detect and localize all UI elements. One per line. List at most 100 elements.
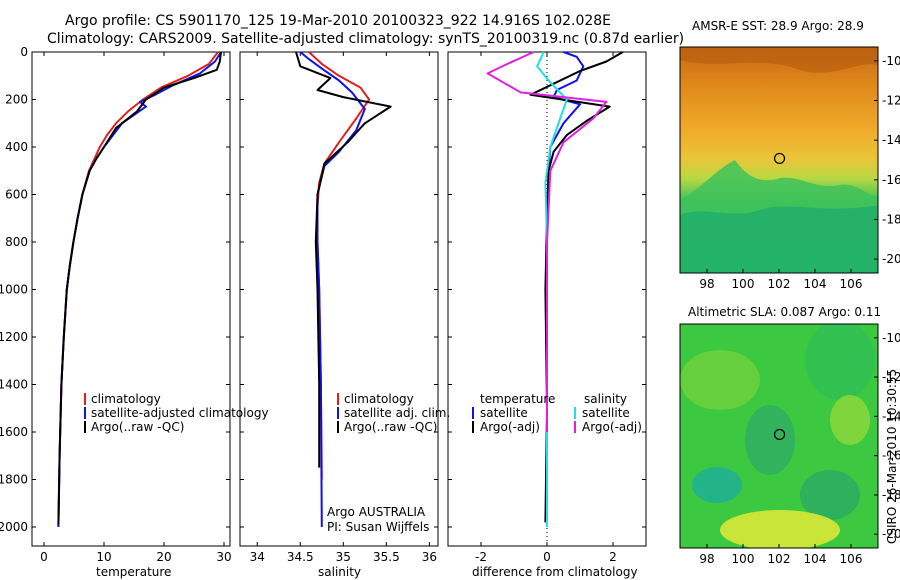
map-x-tick-label: 102 xyxy=(768,552,791,566)
map-y-tick-label: -20 xyxy=(882,527,900,541)
argo-position-circle xyxy=(773,428,786,441)
salinity-panel: 34 34.5 35 35.5 36 salinity climatology sate… xyxy=(239,51,450,579)
x-tick-label: 10 xyxy=(96,550,111,564)
difference-legend: temperature salinity satellite Argo(-adj… xyxy=(472,392,642,434)
temperature-axes xyxy=(31,51,231,547)
x-tick-label: 35.5 xyxy=(373,550,400,564)
x-tick-label: 0 xyxy=(543,550,551,564)
sla-map-title: Altimetric SLA: 0.087 Argo: 0.11 xyxy=(688,305,881,319)
x-tick-label: 36 xyxy=(422,550,437,564)
map-x-tick-label: 102 xyxy=(768,277,791,291)
title-line-2: Climatology: CARS2009. Satellite-adjuste… xyxy=(47,31,684,47)
y-tick-label: 1400 xyxy=(0,378,28,392)
difference-xlabel: difference from climatology xyxy=(472,565,638,579)
legend-title-salinity: salinity xyxy=(584,392,627,406)
y-tick-label: 1600 xyxy=(0,425,28,439)
series-line-salinity-satellite xyxy=(536,51,568,527)
map-y-tick-label: -12 xyxy=(882,94,900,108)
x-tick-label: 34.5 xyxy=(287,550,314,564)
sst-argo-marker xyxy=(773,152,786,165)
map-x-tick-label: 104 xyxy=(804,552,827,566)
series-line-satellite-adj-clim- xyxy=(299,51,366,528)
difference-panel: -2 0 2 difference from climatology tempera… xyxy=(447,51,647,579)
sst-map-title: AMSR-E SST: 28.9 Argo: 28.9 xyxy=(692,19,864,33)
annotation-institution: Argo AUSTRALIA xyxy=(327,505,426,519)
y-tick-label: 1000 xyxy=(0,283,28,297)
y-tick-label: 2000 xyxy=(0,520,28,534)
salinity-legend: climatology satellite adj. clim. Argo(..… xyxy=(337,392,450,434)
sla-blob xyxy=(830,395,870,445)
legend-label-sal-satellite: satellite xyxy=(582,406,630,420)
map-x-tick-label: 100 xyxy=(732,552,755,566)
y-tick-label: 200 xyxy=(5,93,28,107)
map-y-tick-label: -18 xyxy=(882,212,900,226)
sla-heatmap xyxy=(680,324,878,548)
map-x-tick-label: 98 xyxy=(699,277,714,291)
map-x-tick-label: 100 xyxy=(732,277,755,291)
sla-blob xyxy=(805,324,875,400)
series-line-temperature-argo-adj- xyxy=(529,51,624,523)
x-tick-label: -2 xyxy=(475,550,487,564)
x-tick-label: 35 xyxy=(336,550,351,564)
map-y-tick-label: -16 xyxy=(882,449,900,463)
series-line-satellite-adjusted-climatology xyxy=(57,51,222,528)
map-y-tick-label: -14 xyxy=(882,409,900,423)
legend-label-argo: Argo(..raw -QC) xyxy=(91,420,184,434)
map-y-tick-label: -20 xyxy=(882,252,900,266)
temperature-panel: 0 10 20 30 0 200 400 600 800 1000 1200 1400 1600 1800… xyxy=(0,45,269,579)
x-tick-label: 30 xyxy=(216,550,231,564)
sst-cool-region xyxy=(680,205,878,273)
map-y-tick-label: -10 xyxy=(882,331,900,345)
map-y-tick-label: -14 xyxy=(882,133,900,147)
sst-map-panel: AMSR-E SST: 28.9 Argo: 28.9 98 100 102 104 1… xyxy=(679,19,900,291)
salinity-axes xyxy=(239,51,439,547)
legend-label-temp-satellite: satellite xyxy=(480,406,528,420)
map-x-tick-label: 106 xyxy=(840,552,863,566)
sst-hot-band xyxy=(680,47,878,73)
sla-map-ticks: 98 100 102 104 106 -10 -12 -14 -16 -18 -20 xyxy=(699,331,900,566)
legend-label-argo: Argo(..raw -QC) xyxy=(344,420,437,434)
legend-label-sal-argo: Argo(-adj) xyxy=(582,420,642,434)
series-line-temperature-satellite xyxy=(546,51,585,527)
salinity-xlabel: salinity xyxy=(318,565,361,579)
sla-blob xyxy=(720,510,840,548)
map-y-tick-label: -12 xyxy=(882,370,900,384)
difference-plot-area: -2 0 2 xyxy=(448,51,646,564)
legend-label-climatology: climatology xyxy=(344,392,414,406)
sst-heatmap xyxy=(680,47,878,273)
title-line-1: Argo profile: CS 5901170_125 19-Mar-2010… xyxy=(65,13,611,29)
legend-label-temp-argo: Argo(-adj) xyxy=(480,420,540,434)
legend-label-satellite: satellite-adjusted climatology xyxy=(91,406,269,420)
sla-blob xyxy=(745,405,795,475)
y-tick-label: 600 xyxy=(5,188,28,202)
map-y-tick-label: -16 xyxy=(882,173,900,187)
x-tick-label: 34 xyxy=(250,550,265,564)
x-tick-label: 2 xyxy=(609,550,617,564)
sla-blob xyxy=(680,350,760,410)
map-x-tick-label: 104 xyxy=(804,277,827,291)
side-timestamp-label: CSIRO 26-Mar-2010 10:30:55 xyxy=(885,369,899,544)
map-y-tick-label: -18 xyxy=(882,488,900,502)
y-tick-label: 1800 xyxy=(0,473,28,487)
map-y-tick-label: -10 xyxy=(882,54,900,68)
temperature-plot-area: 0 10 20 30 0 200 400 600 800 1000 1200 1400 1600 1800… xyxy=(0,45,232,564)
map-x-tick-label: 106 xyxy=(840,277,863,291)
temperature-xlabel: temperature xyxy=(96,565,171,579)
sst-map-ticks: 98 100 102 104 106 -10 -12 -14 -16 -18 -20 xyxy=(699,54,900,291)
series-line-argo-raw-qc- xyxy=(295,51,392,468)
series-line-argo-raw-qc- xyxy=(57,51,222,525)
salinity-plot-area: 34 34.5 35 35.5 36 xyxy=(240,51,438,564)
y-tick-label: 800 xyxy=(5,235,28,249)
series-line-climatology xyxy=(57,51,219,528)
legend-label-climatology: climatology xyxy=(91,392,161,406)
legend-label-satellite: satellite adj. clim. xyxy=(344,406,450,420)
argo-position-circle xyxy=(773,152,786,165)
sla-blob xyxy=(692,467,742,503)
y-tick-label: 0 xyxy=(20,45,28,59)
map-x-tick-label: 98 xyxy=(699,552,714,566)
sla-map-panel: Altimetric SLA: 0.087 Argo: 0.11 98 100 10… xyxy=(679,305,900,566)
sla-blob xyxy=(800,470,860,520)
annotation-pi: PI: Susan Wijffels xyxy=(327,520,429,534)
